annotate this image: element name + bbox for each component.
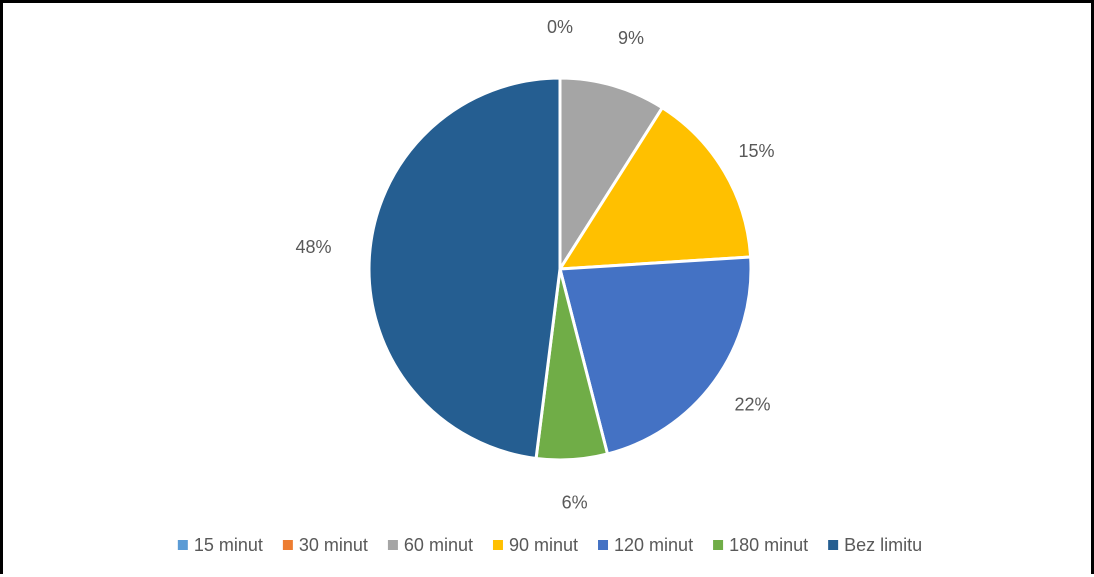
legend-swatch-15-minut [177, 540, 188, 550]
legend-label-60-minut: 60 minut [404, 535, 473, 555]
pie-slice-90-minut [558, 106, 753, 271]
legend-item-bez-limitu: Bez limitu [828, 535, 922, 555]
data-label-30-minut: 0% [547, 17, 573, 37]
data-label-180-minut: 6% [562, 492, 588, 512]
legend-item-90-minut: 90 minut [492, 535, 578, 555]
pie-data-labels: 0% 9% 15% 22% 6% 48% [295, 17, 774, 513]
pie-slice-120-minut [558, 255, 753, 456]
data-label-120-minut: 22% [734, 395, 770, 415]
legend-item-60-minut: 60 minut [387, 535, 473, 555]
legend-swatch-180-minut [713, 540, 724, 550]
legend-label-30-minut: 30 minut [299, 535, 368, 555]
pie-slices [367, 76, 753, 462]
legend-label-bez-limitu: Bez limitu [844, 535, 922, 555]
chart-legend: 15 minut 30 minut 60 minut 90 minut 120 minu… [177, 535, 922, 555]
legend-label-180-minut: 180 minut [729, 535, 808, 555]
legend-label-15-minut: 15 minut [194, 535, 263, 555]
legend-swatch-30-minut [282, 540, 293, 550]
legend-label-120-minut: 120 minut [614, 535, 693, 555]
legend-swatch-60-minut [387, 540, 398, 550]
pie-slice-60-minut [558, 76, 664, 271]
legend-item-15-minut: 15 minut [177, 535, 263, 555]
pie-chart: 0% 9% 15% 22% 6% 48% 15 minut 30 minut 60 minut… [177, 17, 922, 555]
legend-item-120-minut: 120 minut [598, 535, 693, 555]
legend-item-180-minut: 180 minut [713, 535, 808, 555]
data-label-90-minut: 15% [739, 141, 775, 161]
legend-label-90-minut: 90 minut [509, 535, 578, 555]
legend-swatch-90-minut [492, 540, 503, 550]
data-label-60-minut: 9% [618, 28, 644, 48]
pie-slice-bez-limitu [367, 76, 562, 460]
legend-item-30-minut: 30 minut [282, 535, 368, 555]
legend-swatch-bez-limitu [828, 540, 839, 550]
legend-swatch-120-minut [598, 540, 609, 550]
data-label-bez-limitu: 48% [295, 237, 331, 257]
